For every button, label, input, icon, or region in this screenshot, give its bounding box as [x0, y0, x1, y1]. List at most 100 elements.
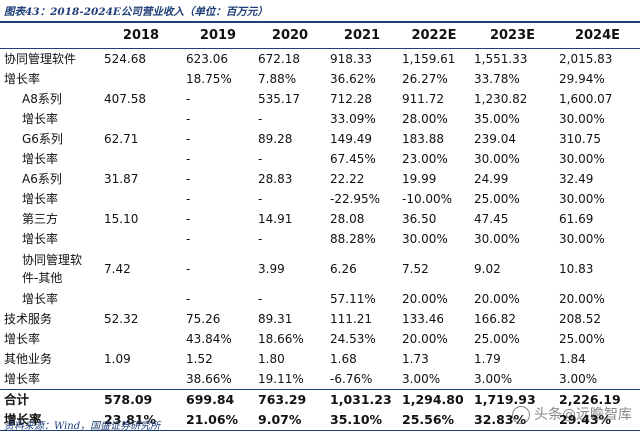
- table-cell: 33.09%: [330, 112, 376, 126]
- table-cell: -: [258, 192, 263, 206]
- table-cell: 30.00%: [474, 152, 520, 166]
- column-header: [0, 23, 100, 49]
- table-cell: 1,294.80: [402, 392, 464, 407]
- table-cell: 31.87: [104, 172, 139, 186]
- table-cell: 23.81%: [104, 412, 157, 427]
- table-cell: 1.73: [402, 352, 429, 366]
- table-row: 增长率 38.66% 19.11% -6.76% 3.00% 3.00% 3.00%: [0, 369, 640, 390]
- row-label: 技术服务: [4, 312, 53, 326]
- table-cell: 24.99: [474, 172, 509, 186]
- table-cell: -: [258, 292, 263, 306]
- table-row: 协同管理软件 524.68 623.06 672.18 918.33 1,159.61 1,…: [0, 49, 640, 70]
- table-cell: 38.66%: [186, 372, 232, 386]
- table-row: 增长率 - - 57.11% 20.00% 20.00% 20.00%: [0, 289, 640, 309]
- table-cell: 28.83: [258, 172, 293, 186]
- watermark: 头条@远瞻智库: [512, 404, 632, 426]
- table-cell: 3.00%: [402, 372, 441, 386]
- table-cell: 3.99: [258, 262, 285, 276]
- row-label: 增长率: [22, 292, 59, 306]
- table-cell: [100, 229, 182, 249]
- table-cell: 1.68: [330, 352, 357, 366]
- table-cell: 183.88: [402, 132, 444, 146]
- table-cell: 3.00%: [474, 372, 513, 386]
- table-cell: -: [186, 132, 191, 146]
- table-cell: 6.26: [330, 262, 357, 276]
- revenue-table: 2018 2019 2020 2021 2022E 2023E 2024E 协同…: [0, 23, 640, 431]
- table-cell: 9.07%: [258, 412, 302, 427]
- table-cell: 20.00%: [559, 292, 605, 306]
- table-cell: 10.83: [559, 262, 594, 276]
- table-cell: 18.75%: [186, 72, 232, 86]
- table-cell: 310.75: [559, 132, 601, 146]
- table-row: A6系列 31.87 - 28.83 22.22 19.99 24.99 32.49: [0, 169, 640, 189]
- table-cell: 25.00%: [559, 332, 605, 346]
- table-cell: -: [186, 112, 191, 126]
- table-cell: 7.42: [104, 262, 131, 276]
- table-cell: 29.43%: [559, 412, 612, 427]
- table-cell: 35.10%: [330, 412, 383, 427]
- column-header: 2020: [271, 27, 309, 43]
- table-cell: -6.76%: [330, 372, 373, 386]
- table-cell: 62.71: [104, 132, 139, 146]
- table-cell: [100, 329, 182, 349]
- table-cell: 918.33: [330, 52, 372, 66]
- row-label: 合计: [4, 392, 30, 407]
- table-body: 协同管理软件 524.68 623.06 672.18 918.33 1,159.61 1,…: [0, 49, 640, 431]
- table-cell: 29.94%: [559, 72, 605, 86]
- column-header: 2021: [343, 27, 381, 43]
- table-cell: 36.62%: [330, 72, 376, 86]
- table-row: 技术服务 52.32 75.26 89.31 111.21 133.46 166.82 208…: [0, 309, 640, 329]
- table-row: 协同管理软件-其他 7.42 - 3.99 6.26 7.52 9.02 10.83: [0, 249, 640, 289]
- table-cell: 30.00%: [559, 112, 605, 126]
- table-cell: 1,031.23: [330, 392, 392, 407]
- table-cell: [100, 289, 182, 309]
- table-row: 第三方 15.10 - 14.91 28.08 36.50 47.45 61.69: [0, 209, 640, 229]
- table-cell: 7.88%: [258, 72, 297, 86]
- row-label: 其他业务: [4, 352, 53, 366]
- table-cell: 699.84: [186, 392, 235, 407]
- table-cell: [100, 369, 182, 390]
- column-header: 2018: [122, 27, 160, 43]
- row-label: G6系列: [22, 132, 63, 146]
- table-cell: 20.00%: [402, 332, 448, 346]
- table-cell: -: [186, 212, 191, 226]
- table-row: 增长率 - - 33.09% 28.00% 35.00% 30.00%: [0, 109, 640, 129]
- table-cell: 22.22: [330, 172, 365, 186]
- table-cell: -: [186, 172, 191, 186]
- table-cell: 30.00%: [402, 232, 448, 246]
- table-cell: 36.50: [402, 212, 437, 226]
- table-cell: 19.11%: [258, 372, 304, 386]
- table-cell: 578.09: [104, 392, 153, 407]
- table-cell: 26.27%: [402, 72, 448, 86]
- column-header: 2023E: [489, 27, 536, 43]
- table-cell: 61.69: [559, 212, 594, 226]
- table-cell: 9.02: [474, 262, 501, 276]
- table-row: 合计 578.09 699.84 763.29 1,031.23 1,294.80 1,71…: [0, 389, 640, 411]
- table-row: G6系列 62.71 - 89.28 149.49 183.88 239.04 310.75: [0, 129, 640, 149]
- table-cell: 149.49: [330, 132, 372, 146]
- table-cell: 1.09: [104, 352, 131, 366]
- table-cell: 1.52: [186, 352, 213, 366]
- table-row: 增长率 - - 88.28% 30.00% 30.00% 30.00%: [0, 229, 640, 249]
- table-cell: 1,230.82: [474, 92, 528, 106]
- row-label: A6系列: [22, 172, 62, 186]
- table-cell: 208.52: [559, 312, 601, 326]
- source-note: 资料来源：Wind，国盛证券研究所: [4, 421, 161, 432]
- row-label: 协同管理软件-其他: [22, 253, 83, 285]
- table-cell: 672.18: [258, 52, 300, 66]
- table-cell: 2,015.83: [559, 52, 613, 66]
- table-cell: 89.28: [258, 132, 293, 146]
- row-label: 增长率: [22, 192, 59, 206]
- table-cell: 111.21: [330, 312, 372, 326]
- table-cell: -: [186, 262, 191, 276]
- table-cell: 43.84%: [186, 332, 232, 346]
- table-row: 增长率 43.84% 18.66% 24.53% 20.00% 25.00% 25.00%: [0, 329, 640, 349]
- table-cell: 524.68: [104, 52, 146, 66]
- table-row: A8系列 407.58 - 535.17 712.28 911.72 1,230.82 1,6…: [0, 89, 640, 109]
- table-cell: 1,551.33: [474, 52, 528, 66]
- table-cell: 75.26: [186, 312, 221, 326]
- top-rule: [0, 21, 640, 23]
- table-cell: 1,600.07: [559, 92, 613, 106]
- table-cell: -: [258, 112, 263, 126]
- table-cell: 28.08: [330, 212, 365, 226]
